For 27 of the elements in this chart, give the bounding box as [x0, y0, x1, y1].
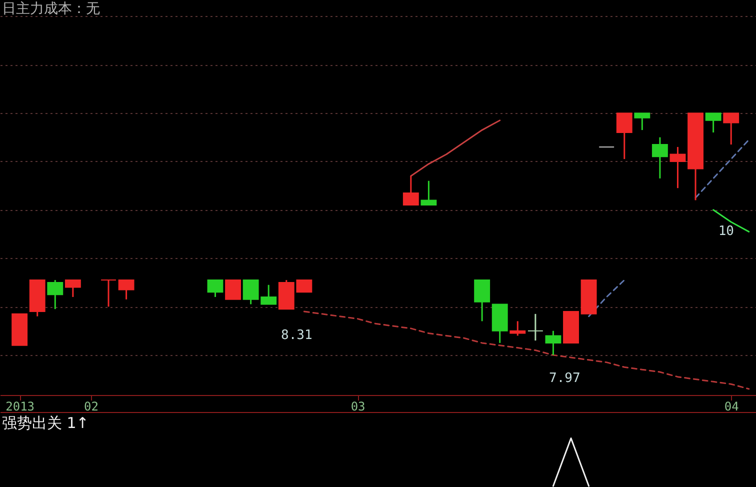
candlestick	[616, 112, 632, 160]
x-tick-label: 03	[350, 400, 366, 414]
x-tick-label: 04	[724, 400, 739, 414]
candlestick	[402, 175, 419, 206]
candlestick	[420, 180, 437, 206]
candlestick	[723, 112, 740, 146]
candlestick	[207, 279, 224, 298]
x-tick-label: 2013	[6, 400, 35, 414]
candlestick	[545, 330, 562, 356]
candlestick	[64, 279, 81, 298]
candlestick	[652, 136, 668, 180]
candlestick	[225, 280, 241, 300]
text: 日主力成本：无	[2, 1, 100, 17]
candlestick	[47, 279, 64, 310]
annotation: 8.31	[281, 328, 312, 343]
annotation: 10	[718, 224, 734, 239]
candlestick	[634, 112, 650, 131]
x-tick-label: 02	[84, 400, 98, 414]
chart-title: 强势出关 1↑	[2, 414, 89, 432]
candlestick	[118, 279, 134, 300]
candlestick	[474, 279, 490, 322]
candlestick	[670, 146, 686, 189]
candlestick	[100, 279, 116, 308]
candlestick	[510, 320, 526, 336]
text: 7.97	[549, 371, 580, 386]
candlestick	[527, 313, 544, 342]
candlestick	[705, 112, 722, 134]
